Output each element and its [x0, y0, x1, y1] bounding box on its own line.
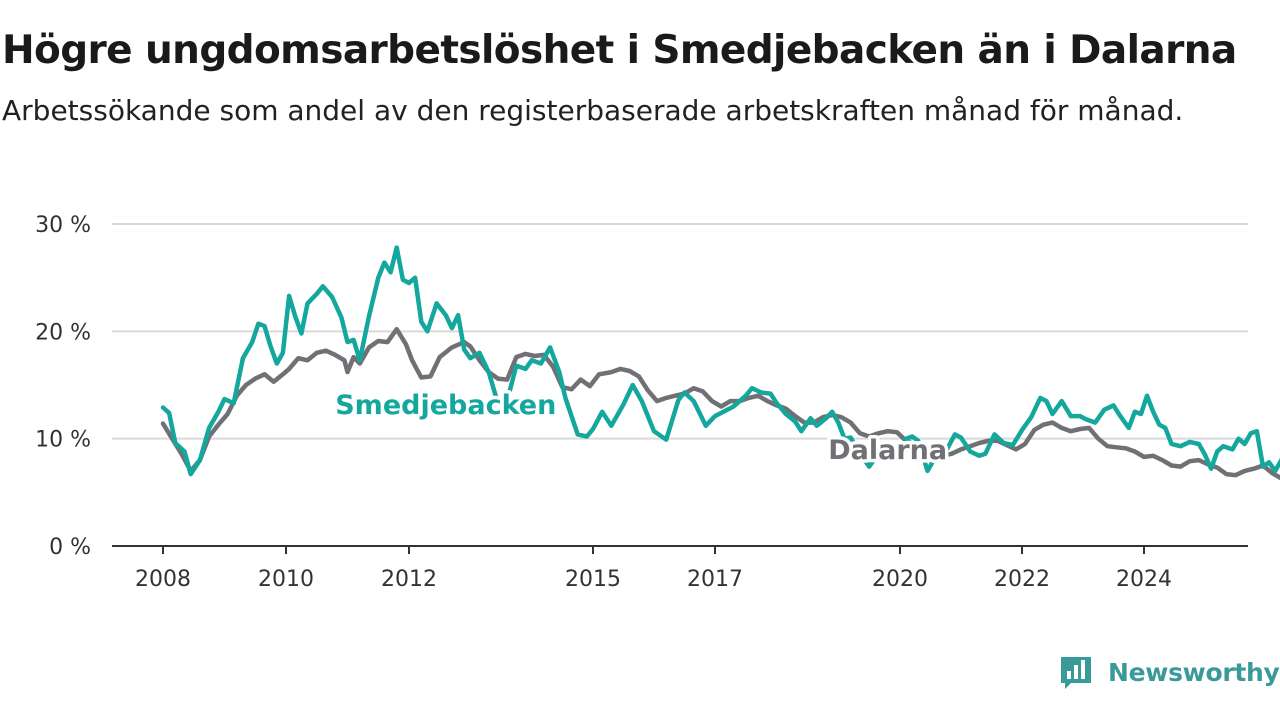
chart-title: Högre ungdomsarbetslöshet i Smedjebacken… [2, 28, 1237, 73]
y-tick-label: 0 % [49, 535, 91, 560]
x-tick-label: 2017 [687, 567, 743, 592]
x-tick-label: 2022 [994, 567, 1050, 592]
y-tick-label: 30 % [35, 213, 91, 238]
x-tick-label: 2024 [1116, 567, 1172, 592]
x-tick-label: 2012 [381, 567, 437, 592]
brand: Newsworthy [1058, 654, 1280, 690]
x-tick-label: 2015 [565, 567, 621, 592]
x-tick-label: 2008 [135, 567, 191, 592]
series-label-dalarna: Dalarna [828, 435, 947, 466]
y-tick-label: 10 % [35, 428, 91, 453]
y-tick-label: 20 % [35, 320, 91, 345]
newsworthy-logo-icon [1061, 657, 1091, 689]
brand-name: Newsworthy [1108, 657, 1280, 687]
series-label-smedjebacken: Smedjebacken [335, 390, 556, 421]
chart-subtitle: Arbetssökande som andel av den registerb… [2, 94, 1184, 127]
x-tick-label: 2010 [258, 567, 314, 592]
series-line-smedjebacken [160, 245, 1280, 477]
x-tick-label: 2020 [872, 567, 928, 592]
